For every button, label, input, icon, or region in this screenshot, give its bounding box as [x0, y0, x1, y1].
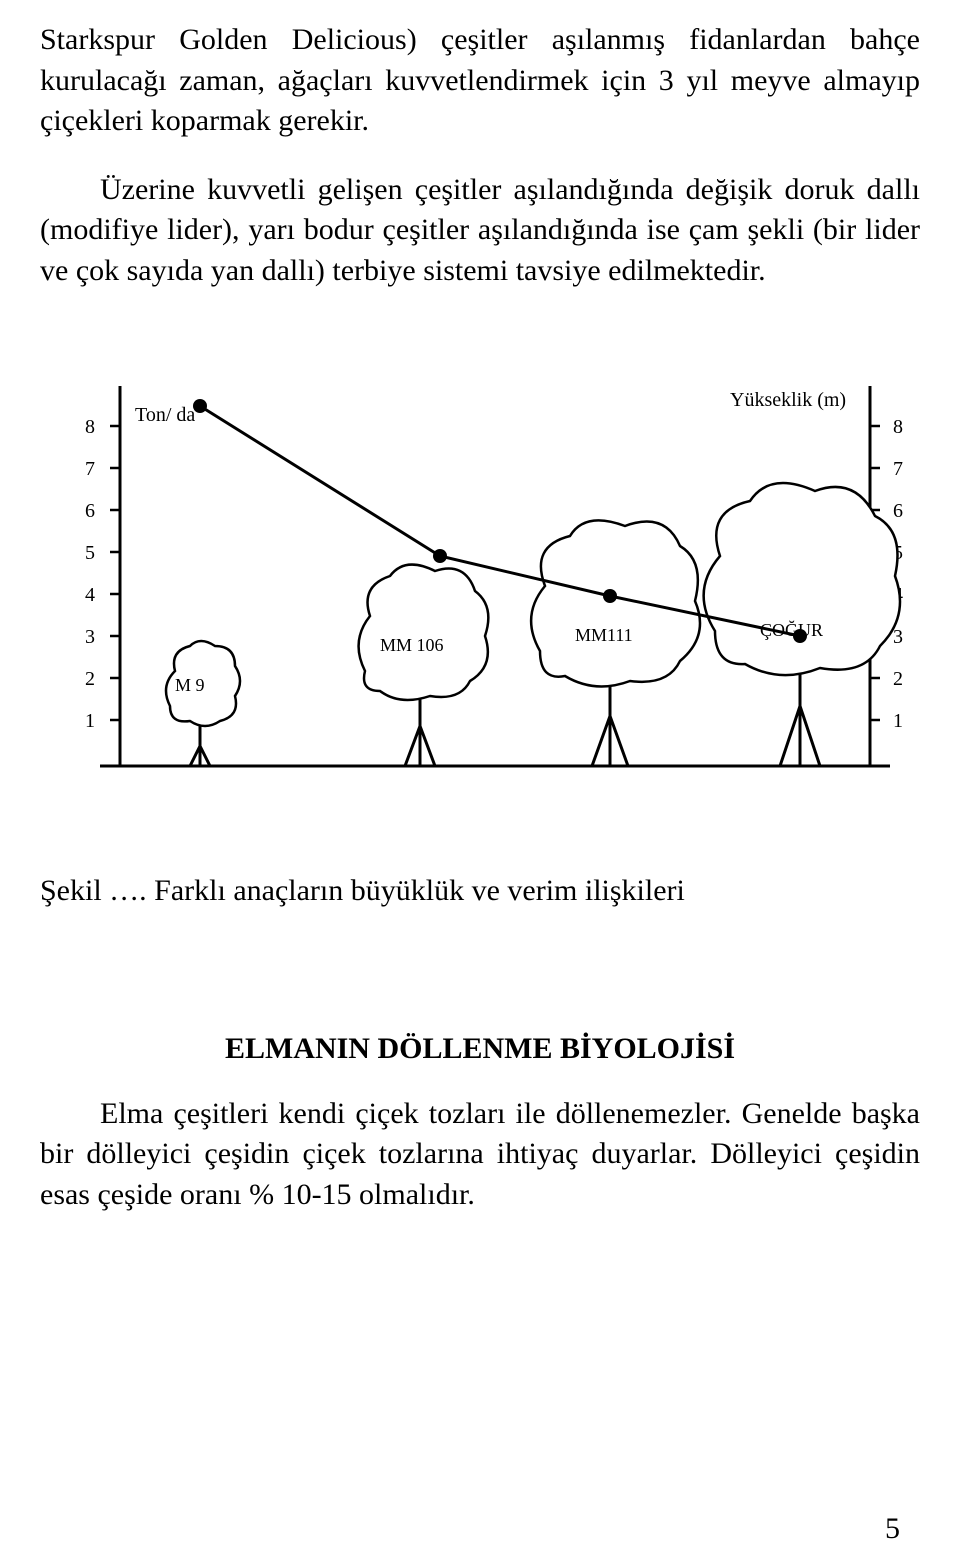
svg-text:MM111: MM111 — [575, 625, 633, 645]
paragraph-2: Üzerine kuvvetli gelişen çeşitler aşılan… — [40, 170, 920, 292]
svg-text:8: 8 — [85, 416, 95, 438]
svg-text:7: 7 — [85, 458, 95, 480]
left-axis-label: Ton/ da — [135, 404, 195, 426]
page-number: 5 — [885, 1512, 900, 1546]
right-axis-label: Yükseklik (m) — [730, 389, 846, 411]
svg-text:3: 3 — [85, 626, 95, 648]
tree-mm106: MM 106 — [359, 565, 489, 766]
svg-text:3: 3 — [893, 626, 903, 648]
figure-caption: Şekil …. Farklı anaçların büyüklük ve ve… — [40, 871, 920, 912]
svg-text:M 9: M 9 — [175, 675, 205, 695]
svg-text:2: 2 — [893, 668, 903, 690]
svg-text:7: 7 — [893, 458, 903, 480]
svg-text:5: 5 — [85, 542, 95, 564]
svg-text:8: 8 — [893, 416, 903, 438]
svg-text:6: 6 — [893, 500, 903, 522]
svg-text:6: 6 — [85, 500, 95, 522]
svg-text:4: 4 — [85, 584, 95, 606]
section-heading: ELMANIN DÖLLENME BİYOLOJİSİ — [40, 1032, 920, 1066]
svg-text:1: 1 — [893, 710, 903, 732]
paragraph-3: Elma çeşitleri kendi çiçek tozları ile d… — [40, 1094, 920, 1216]
left-axis-ticks: 8 7 6 5 4 3 2 1 — [85, 416, 120, 732]
tree-mm111: MM111 — [531, 520, 700, 766]
paragraph-1: Starkspur Golden Delicious) çeşitler aşı… — [40, 20, 920, 142]
svg-text:2: 2 — [85, 668, 95, 690]
rootstock-chart: 8 7 6 5 4 3 2 1 8 7 6 5 4 — [40, 331, 920, 831]
svg-text:1: 1 — [85, 710, 95, 732]
svg-text:MM 106: MM 106 — [380, 635, 444, 655]
tree-m9: M 9 — [166, 641, 240, 766]
chart-svg: 8 7 6 5 4 3 2 1 8 7 6 5 4 — [40, 331, 920, 831]
